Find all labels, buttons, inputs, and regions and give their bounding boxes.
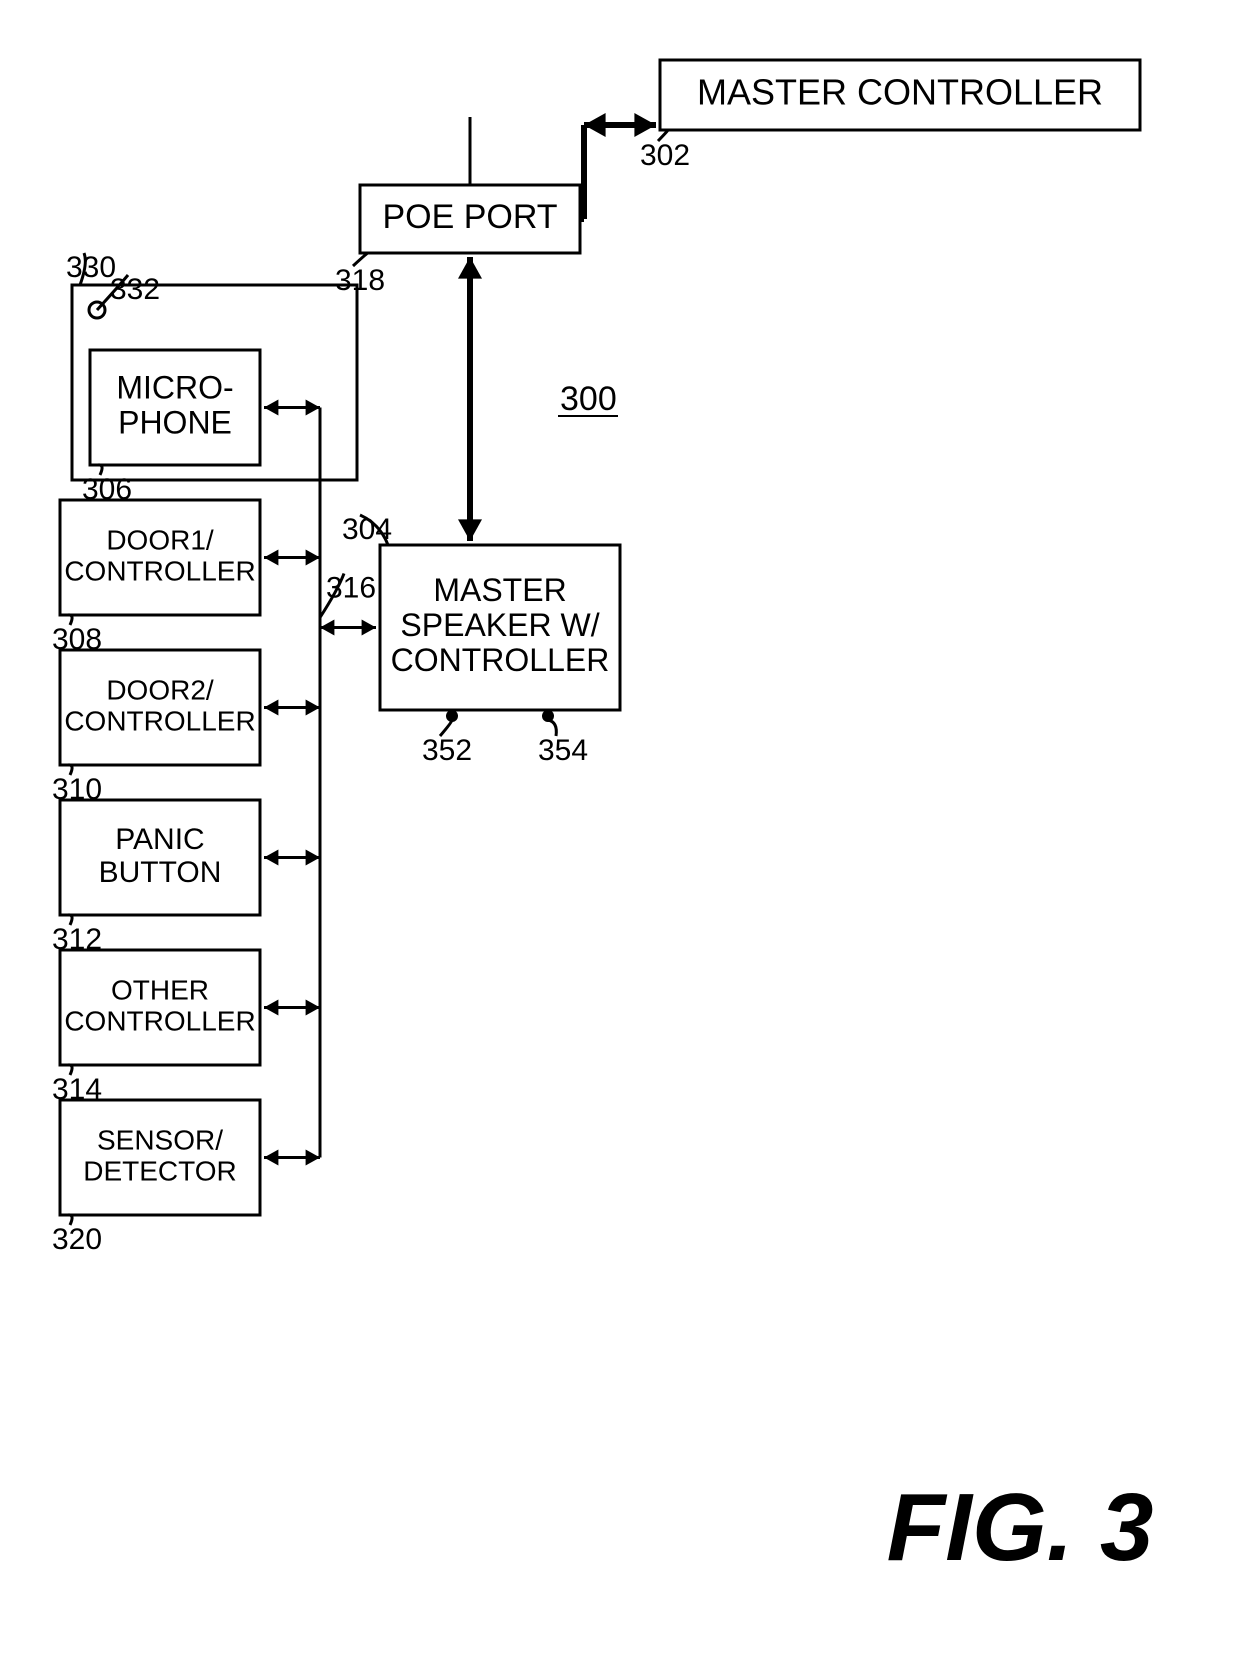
poe-port-box: POE PORT [360, 185, 580, 253]
svg-text:SENSOR/: SENSOR/ [97, 1124, 223, 1155]
svg-text:DOOR1/: DOOR1/ [106, 524, 214, 555]
ref-314: 314 [52, 1073, 102, 1106]
other-controller-box: OTHERCONTROLLER [60, 950, 260, 1065]
ref-352: 352 [422, 734, 472, 767]
ref-316: 316 [326, 572, 376, 605]
svg-text:MASTER CONTROLLER: MASTER CONTROLLER [697, 72, 1103, 113]
svg-text:OTHER: OTHER [111, 974, 209, 1005]
ref-332: 332 [110, 273, 160, 306]
svg-text:CONTROLLER: CONTROLLER [64, 1005, 255, 1036]
sensor-detector-box: SENSOR/DETECTOR [60, 1100, 260, 1215]
svg-text:PHONE: PHONE [118, 405, 232, 441]
svg-text:PANIC: PANIC [115, 823, 204, 856]
panic-button-box: PANICBUTTON [60, 800, 260, 915]
svg-text:CONTROLLER: CONTROLLER [391, 642, 610, 678]
svg-text:CONTROLLER: CONTROLLER [64, 555, 255, 586]
svg-text:CONTROLLER: CONTROLLER [64, 705, 255, 736]
master-controller-box: MASTER CONTROLLER [660, 60, 1140, 130]
door2-controller-box: DOOR2/CONTROLLER [60, 650, 260, 765]
figure-caption: FIG. 3 [887, 1474, 1154, 1581]
svg-text:DOOR2/: DOOR2/ [106, 674, 214, 705]
svg-text:BUTTON: BUTTON [99, 856, 222, 889]
diagram-canvas: MASTER CONTROLLER POE PORT MASTERSPEAKER W… [0, 0, 1240, 1667]
svg-text:SPEAKER W/: SPEAKER W/ [400, 607, 599, 643]
svg-text:DETECTOR: DETECTOR [83, 1155, 237, 1186]
microphone-box: MICRO-PHONE [90, 350, 260, 465]
ref-308: 308 [52, 623, 102, 656]
svg-text:MASTER: MASTER [433, 572, 566, 608]
master-speaker-box: MASTERSPEAKER W/CONTROLLER [380, 545, 620, 710]
svg-text:POE PORT: POE PORT [382, 198, 557, 236]
svg-text:MICRO-: MICRO- [116, 369, 233, 405]
ref-318: 318 [335, 264, 385, 297]
door1-controller-box: DOOR1/CONTROLLER [60, 500, 260, 615]
figure-number: 300 [560, 380, 617, 418]
ref-320: 320 [52, 1223, 102, 1256]
ref-310: 310 [52, 773, 102, 806]
ref-312: 312 [52, 923, 102, 956]
ref-330: 330 [66, 251, 116, 284]
ref-306: 306 [82, 473, 132, 506]
ref-302: 302 [640, 139, 690, 172]
ref-354: 354 [538, 734, 588, 767]
